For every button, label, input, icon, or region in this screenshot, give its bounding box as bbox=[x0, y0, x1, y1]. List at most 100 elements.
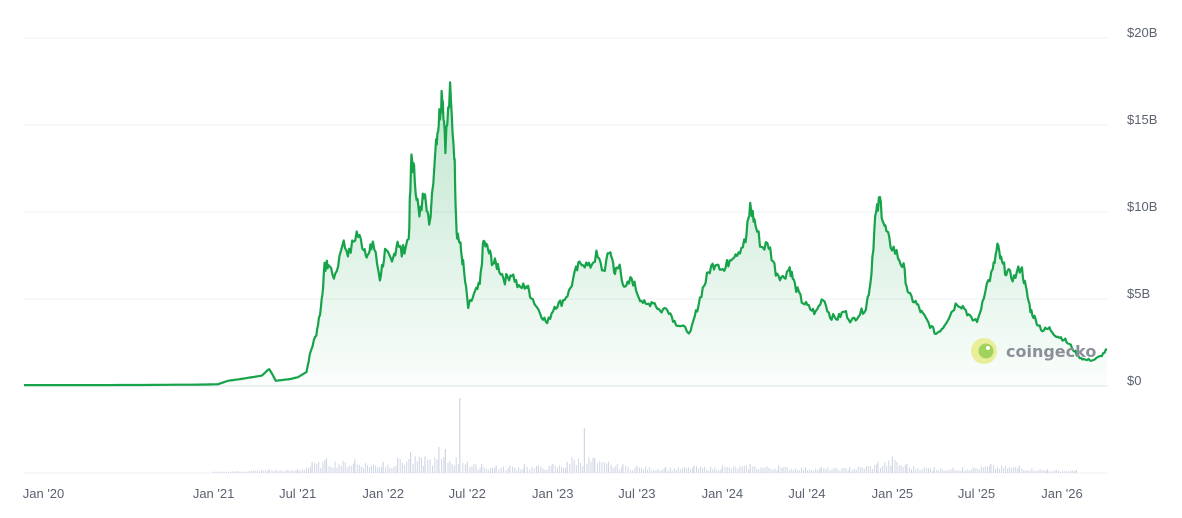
volume-bar bbox=[522, 468, 524, 473]
volume-bar bbox=[904, 464, 906, 473]
volume-bar bbox=[492, 467, 493, 473]
volume-bar bbox=[762, 467, 764, 473]
volume-bar bbox=[466, 461, 468, 474]
volume-bar bbox=[416, 461, 418, 473]
volume-bar bbox=[342, 460, 344, 473]
volume-bar bbox=[647, 469, 649, 473]
gecko-eye-shape bbox=[986, 346, 990, 350]
volume-bar bbox=[803, 469, 804, 473]
volume-bar bbox=[807, 470, 809, 473]
volume-bar bbox=[817, 469, 819, 473]
volume-bar bbox=[367, 465, 368, 473]
volume-bar bbox=[505, 470, 507, 473]
volume-bar bbox=[531, 466, 533, 473]
volume-bar bbox=[1021, 468, 1023, 473]
volume-bar bbox=[592, 458, 594, 473]
volume-bar bbox=[569, 464, 571, 473]
volume-bar bbox=[820, 467, 822, 473]
volume-bar bbox=[469, 467, 471, 473]
volume-bar bbox=[917, 468, 919, 473]
volume-bar bbox=[756, 468, 758, 473]
series-line[interactable] bbox=[24, 81, 1108, 387]
volume-bar bbox=[739, 466, 741, 473]
volume-bar bbox=[375, 465, 377, 473]
volume-bar bbox=[420, 457, 422, 473]
volume-bar bbox=[406, 461, 408, 473]
volume-bar bbox=[529, 469, 531, 473]
volume-bar bbox=[358, 464, 360, 473]
volume-bar bbox=[552, 464, 554, 473]
volume-bar bbox=[720, 469, 722, 473]
volume-bar bbox=[273, 471, 275, 473]
volume-bar bbox=[459, 398, 461, 473]
volume-bar bbox=[851, 469, 853, 473]
volume-bar bbox=[1057, 470, 1059, 473]
volume-bar bbox=[643, 469, 644, 473]
volume-bar bbox=[902, 466, 904, 473]
volume-bar bbox=[1039, 469, 1041, 473]
volume-bar bbox=[946, 469, 948, 473]
volume-bar bbox=[1001, 465, 1002, 473]
volume-bar bbox=[950, 469, 952, 473]
volume-bar bbox=[782, 467, 784, 473]
volume-bar bbox=[438, 446, 440, 474]
volume-bar bbox=[601, 462, 603, 473]
volume-bar bbox=[314, 462, 316, 473]
volume-bar bbox=[236, 471, 238, 473]
volume-bar bbox=[839, 470, 841, 473]
volume-bar bbox=[523, 464, 525, 473]
volume-bar bbox=[509, 465, 511, 473]
volume-bar bbox=[554, 465, 556, 473]
volume-bar bbox=[960, 470, 962, 473]
volume-bar bbox=[228, 472, 229, 473]
volume-bar bbox=[754, 466, 756, 473]
volume-bar bbox=[871, 468, 873, 473]
volume-bar bbox=[952, 467, 954, 473]
volume-bar bbox=[577, 458, 579, 473]
volume-bar bbox=[780, 468, 782, 473]
volume-bar bbox=[869, 465, 871, 473]
volume-bar bbox=[1015, 467, 1017, 473]
y-tick-label: $15B bbox=[1127, 112, 1157, 127]
volume-bar bbox=[226, 471, 227, 473]
volume-bar bbox=[665, 467, 667, 473]
coingecko-watermark: coingecko bbox=[971, 338, 1096, 364]
volume-bar bbox=[340, 465, 342, 473]
volume-bar bbox=[913, 466, 915, 473]
volume-bar bbox=[1066, 470, 1068, 473]
volume-bar bbox=[1018, 465, 1020, 473]
volume-bar bbox=[733, 466, 735, 473]
volume-bar bbox=[498, 469, 500, 473]
volume-bar bbox=[774, 468, 776, 473]
volume-bar bbox=[819, 468, 821, 473]
volume-bar bbox=[334, 461, 336, 473]
volume-bar bbox=[246, 471, 248, 473]
x-tick-label: Jan '24 bbox=[702, 486, 744, 501]
volume-bar bbox=[1013, 467, 1015, 473]
volume-bar bbox=[434, 457, 436, 473]
volume-bar bbox=[1068, 471, 1070, 473]
volume-bar bbox=[919, 470, 921, 473]
volume-bar bbox=[735, 466, 737, 473]
volume-bar bbox=[847, 470, 849, 473]
volume-bar bbox=[995, 468, 996, 473]
volume-bar bbox=[242, 471, 244, 473]
volume-bar bbox=[265, 470, 267, 473]
volume-bar bbox=[582, 466, 584, 473]
volume-bar bbox=[683, 467, 685, 473]
volume-bar bbox=[669, 467, 671, 473]
volume-bar bbox=[432, 465, 433, 473]
volume-bar bbox=[244, 471, 246, 473]
volume-bar bbox=[653, 469, 655, 473]
volume-bar bbox=[936, 470, 938, 473]
volume-bar bbox=[320, 468, 322, 473]
volume-bar bbox=[457, 464, 459, 473]
volume-bar bbox=[580, 462, 582, 473]
y-tick-label: $0 bbox=[1127, 373, 1141, 388]
x-tick-label: Jul '24 bbox=[788, 486, 825, 501]
volume-bar bbox=[533, 468, 535, 473]
volume-bar bbox=[726, 467, 728, 473]
volume-bar bbox=[287, 469, 289, 473]
